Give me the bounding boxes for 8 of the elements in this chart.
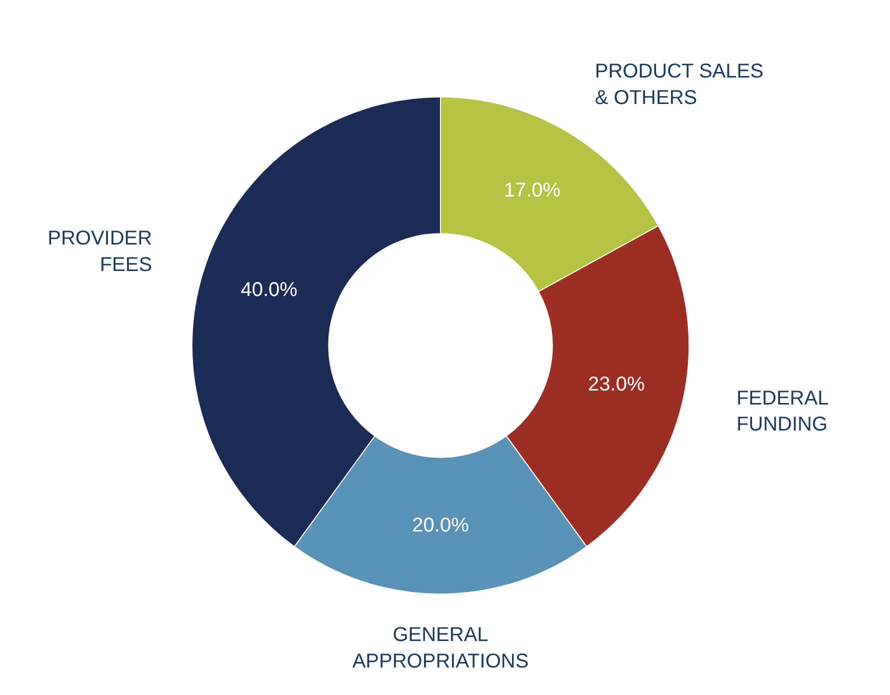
slice-label: GENERAL APPROPRIATIONS (352, 624, 529, 672)
slice-label: PROVIDER FEES (48, 228, 152, 276)
slice-label: FEDERAL FUNDING (736, 387, 829, 436)
data-label: 23.0% (588, 374, 645, 396)
data-label: 20.0% (412, 514, 470, 536)
slice-label: PRODUCT SALES & OTHERS (594, 60, 764, 110)
data-label: 17.0% (504, 180, 561, 202)
data-label: 40.0% (240, 278, 298, 301)
